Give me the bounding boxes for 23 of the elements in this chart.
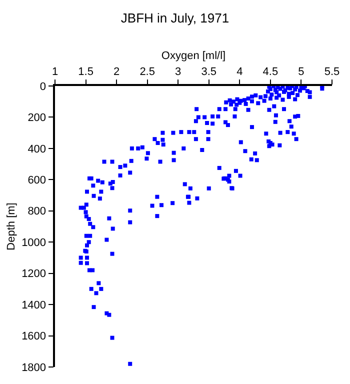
x-axis-title: Oxygen [ml/l] <box>161 50 226 62</box>
x-tick-label: 2.5 <box>140 66 155 78</box>
y-tick-label: 1600 <box>22 330 46 343</box>
x-tick-label: 4 <box>236 66 243 78</box>
y-tick-label: 1400 <box>22 299 46 312</box>
x-tick-label: 3 <box>175 66 182 78</box>
x-tick-label: 1.5 <box>78 66 94 78</box>
y-tick-label: 1200 <box>22 268 46 280</box>
x-tick-label: 4.5 <box>262 66 278 78</box>
y-tick-label: 200 <box>28 112 46 124</box>
x-tick-label: 5.5 <box>324 66 340 78</box>
y-tick-label: 1000 <box>22 236 46 249</box>
y-tick-label: 1800 <box>22 362 46 374</box>
chart-title: JBFH in July, 1971 <box>120 10 230 26</box>
y-axis-title: Depth [m] <box>6 202 18 250</box>
y-tick-label: 400 <box>28 143 46 156</box>
x-tick-label: 5 <box>298 66 304 78</box>
y-tick-label: 0 <box>40 80 46 93</box>
x-tick-label: 2 <box>113 66 120 78</box>
y-tick-label: 600 <box>28 174 46 187</box>
x-tick-label: 3.5 <box>201 66 217 78</box>
x-tick-label: 1 <box>52 66 58 78</box>
y-tick-label: 800 <box>28 206 46 218</box>
